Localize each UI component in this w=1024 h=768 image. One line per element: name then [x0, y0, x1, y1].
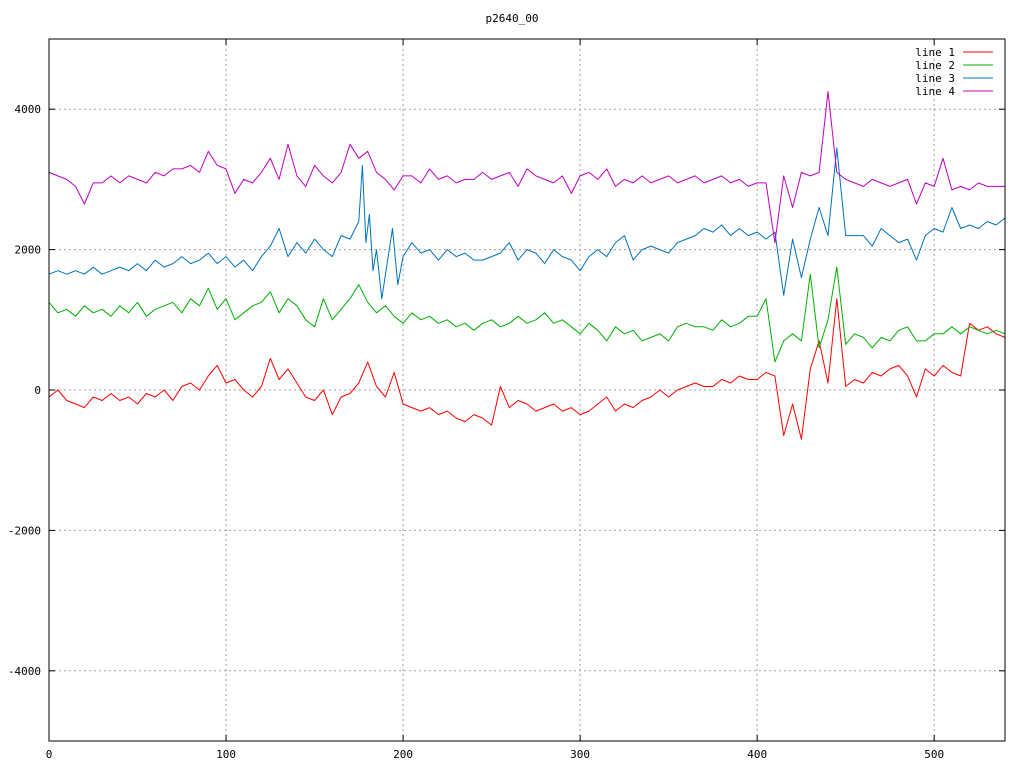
series-line-2 [48, 266, 1006, 363]
legend-label: line 3 [915, 72, 955, 85]
series-layer [48, 91, 1006, 440]
legend-label: line 4 [915, 85, 955, 98]
x-tick-label: 400 [747, 748, 767, 761]
y-tick-label: -4000 [8, 665, 41, 678]
y-tick-label: -2000 [8, 524, 41, 537]
y-tick-label: 0 [34, 384, 41, 397]
chart-title: p2640_00 [486, 12, 539, 25]
y-tick-label: 4000 [15, 103, 42, 116]
y-tick-label: 2000 [15, 244, 42, 257]
x-tick-label: 500 [924, 748, 944, 761]
legend-label: line 2 [915, 59, 955, 72]
legend-label: line 1 [915, 46, 955, 59]
x-tick-label: 200 [393, 748, 413, 761]
series-line-1 [48, 298, 1006, 440]
axis-ticks: -4000 -2000 0 2000 4000 0 100 200 300 400 500 [8, 39, 1005, 761]
series-line-4 [48, 91, 1005, 244]
series-line-3 [48, 147, 1006, 300]
x-tick-label: 300 [570, 748, 590, 761]
x-tick-label: 100 [216, 748, 236, 761]
x-tick-label: 0 [46, 748, 53, 761]
